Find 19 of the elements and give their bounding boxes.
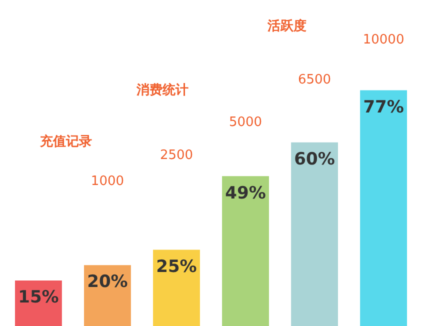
annotation: 充值记录 bbox=[39, 134, 92, 150]
annotation: 2500 bbox=[160, 148, 194, 164]
text: 10000 bbox=[362, 32, 404, 48]
bar bbox=[291, 142, 338, 326]
data-label: 15% bbox=[18, 288, 59, 308]
annotation: 5000 bbox=[228, 114, 262, 130]
bar bbox=[360, 90, 408, 326]
data-label: 20% bbox=[87, 272, 128, 292]
bar bbox=[222, 176, 269, 326]
annotation: 1000 bbox=[90, 174, 124, 190]
text: 活跃度 bbox=[266, 18, 306, 34]
bar bbox=[153, 250, 200, 326]
data-label: 25% bbox=[156, 256, 197, 277]
data-label: 49% bbox=[225, 183, 266, 204]
bar bbox=[84, 265, 131, 326]
annotation: 消费统计 bbox=[136, 82, 189, 98]
text: 6500 bbox=[298, 72, 332, 88]
data-label: 77% bbox=[363, 97, 404, 118]
data-label: 60% bbox=[294, 150, 335, 170]
